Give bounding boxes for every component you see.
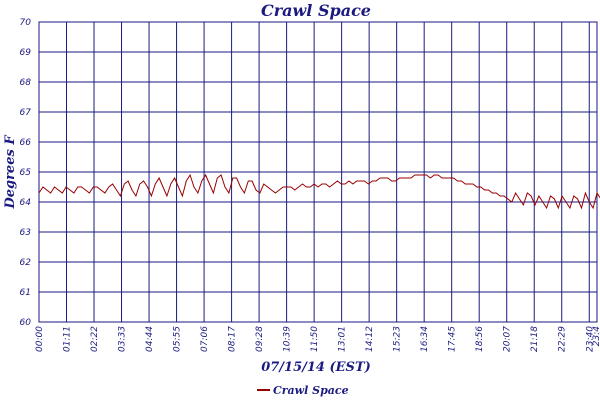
y-tick-label: 66 <box>20 138 32 148</box>
x-tick-label: 04:44 <box>145 326 155 352</box>
series-line-crawl-space <box>38 173 600 210</box>
y-axis-title: Degrees F <box>3 135 18 210</box>
x-tick-label: 03:33 <box>118 326 128 352</box>
x-tick-label: 18:56 <box>475 326 485 352</box>
x-tick-label: 00:00 <box>35 326 45 352</box>
y-tick-label: 63 <box>20 228 32 238</box>
x-tick-label: 20:07 <box>503 326 513 352</box>
x-tick-label: 16:34 <box>420 326 430 352</box>
x-tick-label: 14:12 <box>365 326 375 352</box>
x-tick-label: 02:22 <box>90 326 100 352</box>
x-tick-label: 15:23 <box>393 326 403 352</box>
x-tick-label: 23:4 <box>592 326 600 346</box>
x-tick-label: 23:40 <box>585 326 595 352</box>
x-tick-label: 09:28 <box>255 326 265 352</box>
y-tick-label: 69 <box>20 48 32 58</box>
y-tick-label: 62 <box>20 258 32 268</box>
x-tick-label: 13:01 <box>338 326 348 352</box>
x-tick-label: 05:55 <box>173 326 183 352</box>
chart-title: Crawl Space <box>261 1 371 20</box>
y-tick-label: 70 <box>20 18 32 28</box>
y-tick-label: 60 <box>20 318 32 328</box>
x-tick-label: 17:45 <box>448 326 458 352</box>
y-tick-label: 67 <box>20 108 32 118</box>
x-tick-label: 11:50 <box>310 326 320 352</box>
legend: Crawl Space <box>257 384 349 397</box>
y-tick-label: 64 <box>20 198 32 208</box>
plot-area-border <box>38 21 598 323</box>
x-tick-label: 21:18 <box>530 326 540 352</box>
x-tick-label: 07:06 <box>200 326 210 352</box>
y-axis-ticks: 60 61 62 63 64 65 66 67 68 69 70 <box>20 18 32 328</box>
x-tick-label: 22:29 <box>558 326 568 352</box>
x-tick-label: 08:17 <box>228 326 238 352</box>
y-tick-label: 61 <box>20 288 31 298</box>
x-tick-label: 10:39 <box>283 326 293 352</box>
x-tick-label: 01:11 <box>63 326 73 352</box>
x-axis-ticks: 00:00 01:11 02:22 03:33 04:44 05:55 07:06 08:17… <box>35 326 600 352</box>
y-tick-label: 68 <box>20 78 32 88</box>
x-axis-title: 07/15/14 (EST) <box>261 360 371 375</box>
legend-label: Crawl Space <box>273 384 349 397</box>
grid <box>38 21 597 323</box>
y-tick-label: 65 <box>20 168 32 178</box>
